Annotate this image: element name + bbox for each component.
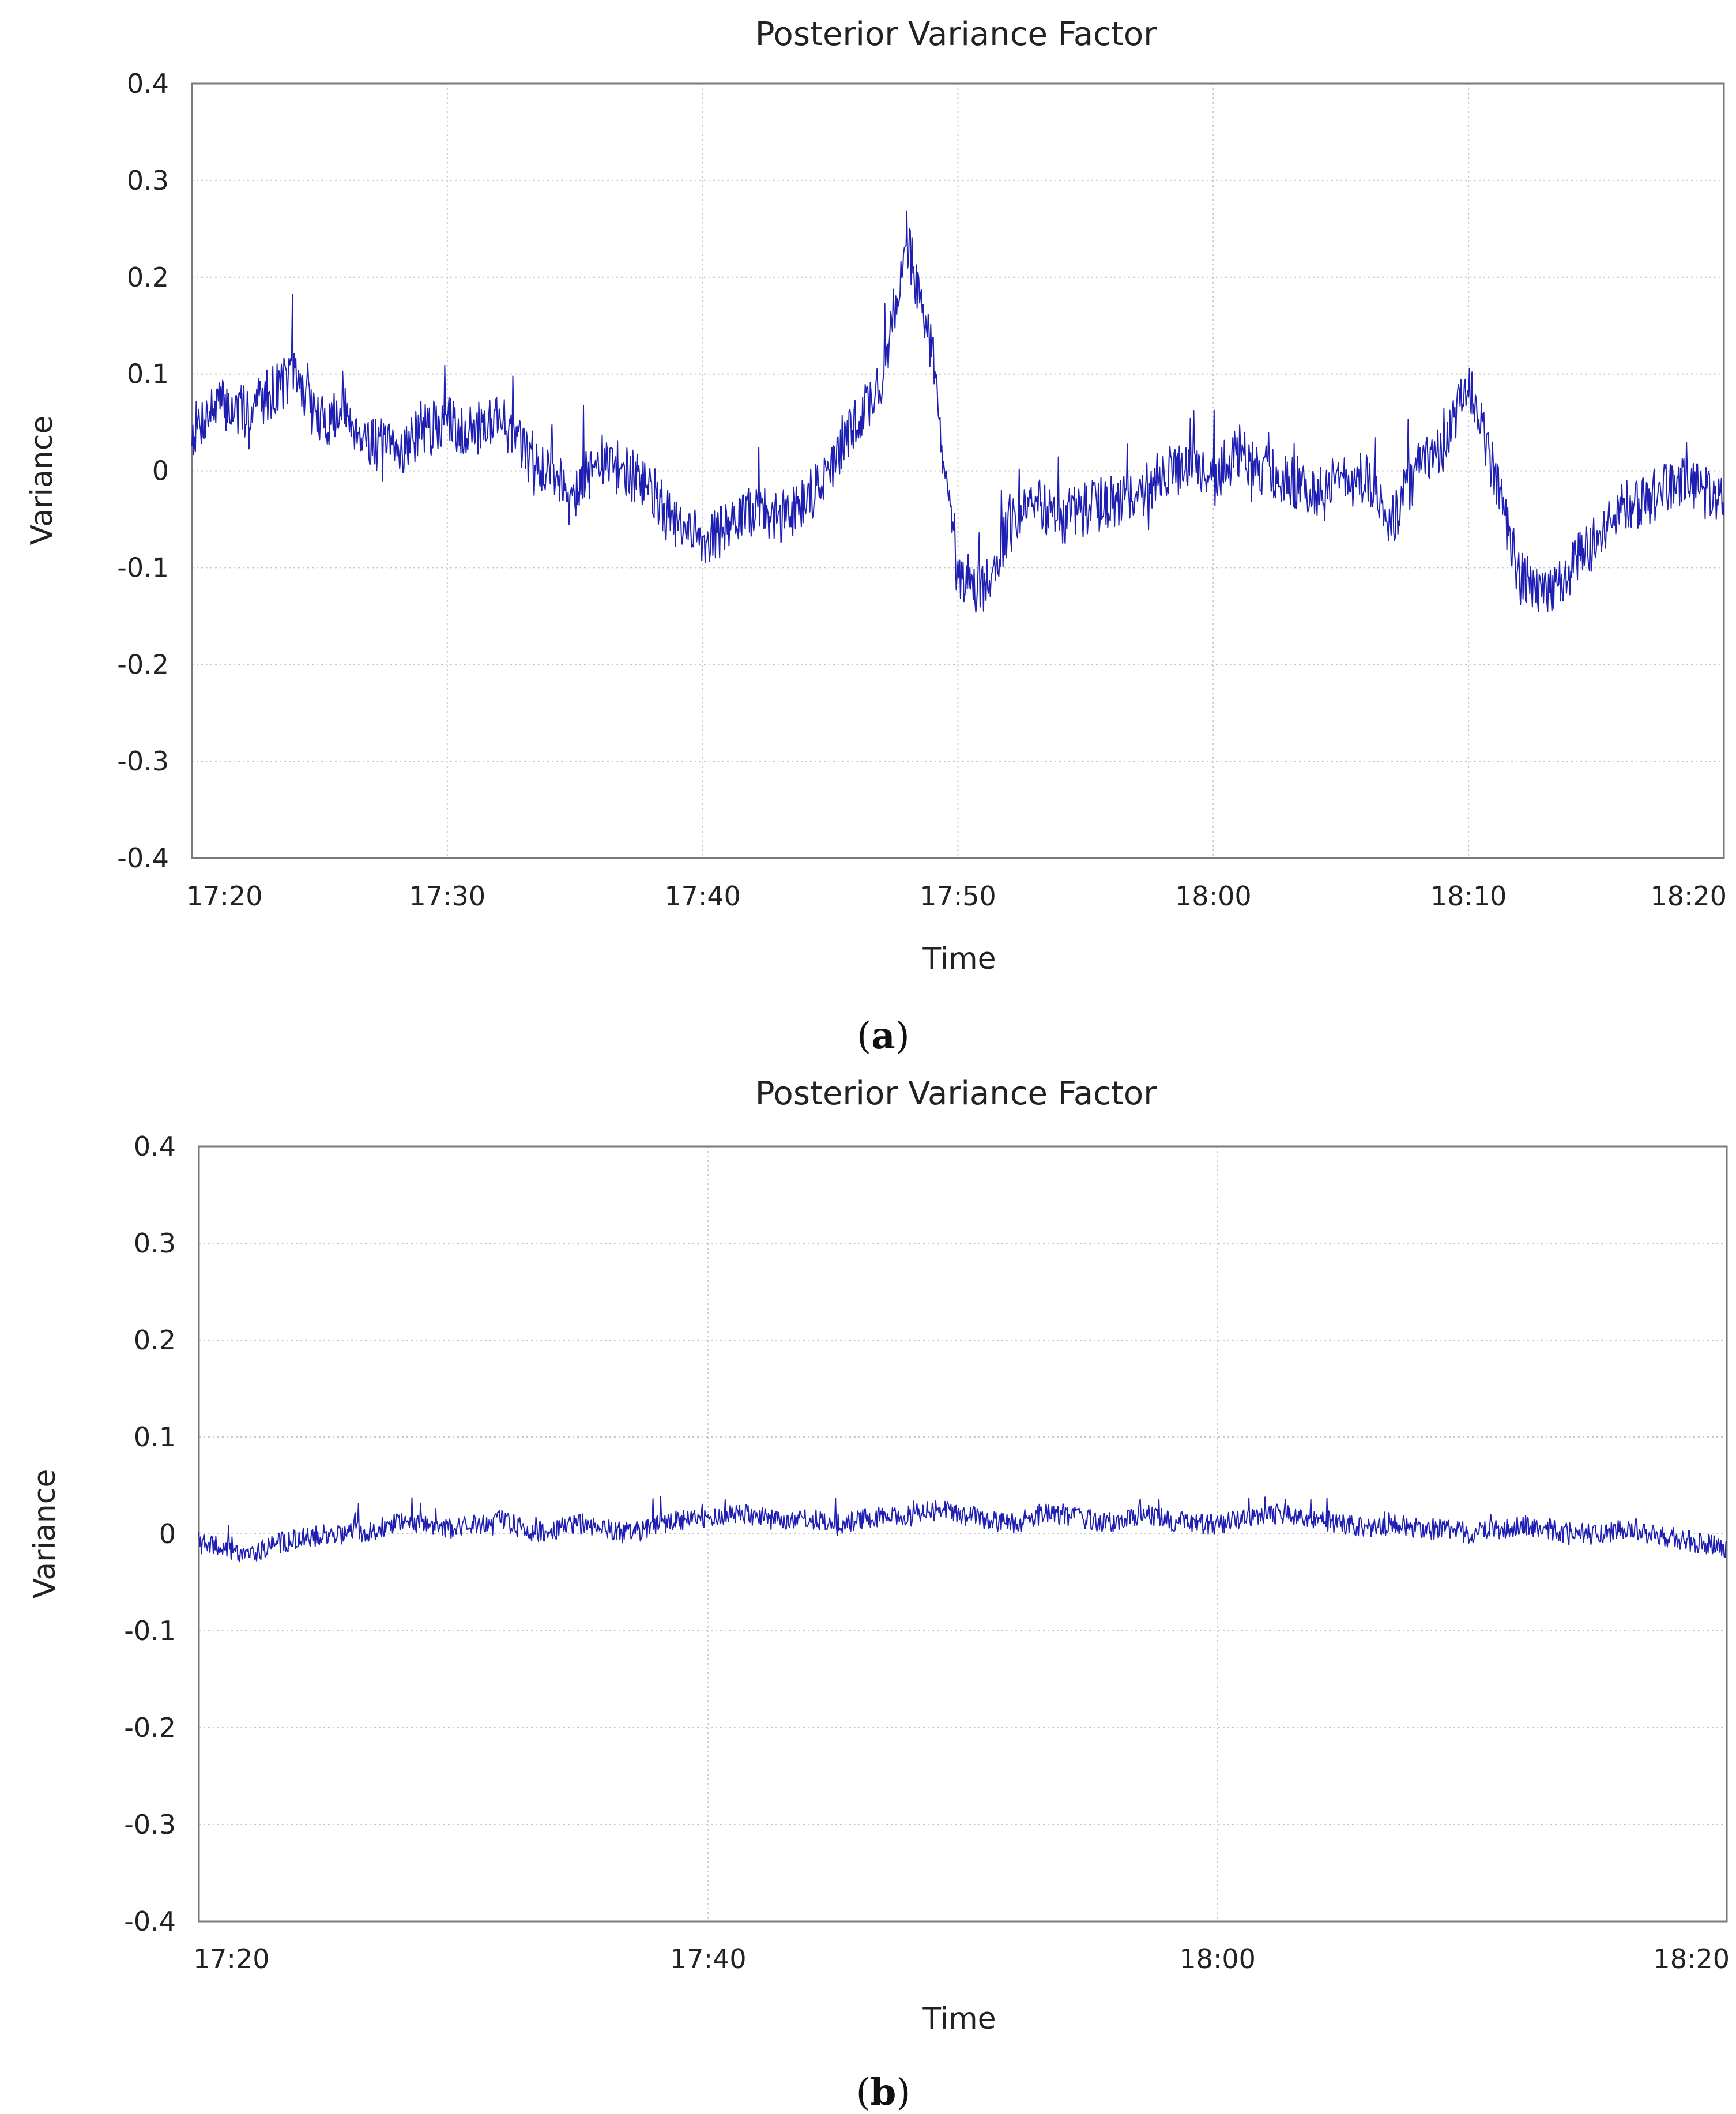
chart-a-y-tick: 0.1 bbox=[127, 359, 169, 390]
chart-a-x-tick: 17:40 bbox=[664, 881, 741, 912]
chart-b-y-tick: -0.1 bbox=[124, 1615, 176, 1646]
chart-b-series-line bbox=[198, 1495, 1727, 1563]
chart-b-y-tick: -0.3 bbox=[124, 1809, 176, 1840]
chart-b-x-tick: 18:00 bbox=[1179, 1943, 1256, 1974]
chart-a-x-tick: 17:30 bbox=[409, 881, 486, 912]
chart-a-caption: (a) bbox=[857, 1014, 909, 1058]
chart-a-y-tick: 0.2 bbox=[127, 262, 169, 293]
chart-a-y-axis-label: Variance bbox=[25, 416, 59, 546]
chart-a-y-tick: 0.4 bbox=[127, 68, 169, 99]
chart-b-y-tick: 0.1 bbox=[134, 1421, 176, 1453]
chart-b-x-tick: 18:20 bbox=[1653, 1943, 1730, 1974]
chart-b-y-tick: 0.2 bbox=[134, 1325, 176, 1356]
chart-b-x-tick: 17:40 bbox=[670, 1943, 747, 1974]
chart-a-x-tick: 17:20 bbox=[186, 881, 263, 912]
chart-a-title: Posterior Variance Factor bbox=[755, 16, 1157, 53]
chart-b-caption: (b) bbox=[856, 2071, 911, 2114]
chart-a-x-tick: 18:20 bbox=[1650, 881, 1727, 912]
chart-b-y-tick-labels: 0.4 0.3 0.2 0.1 0 -0.1 -0.2 -0.3 -0.4 bbox=[124, 1131, 176, 1937]
chart-b-x-axis-label: Time bbox=[922, 2002, 996, 2036]
chart-a-x-tick-labels: 17:20 17:30 17:40 17:50 18:00 18:10 18:2… bbox=[186, 881, 1727, 912]
chart-a-series-line bbox=[191, 210, 1724, 613]
chart-a-y-tick: -0.2 bbox=[117, 649, 169, 680]
chart-a-caption-letter: a bbox=[871, 1014, 895, 1058]
chart-b-y-tick: -0.2 bbox=[124, 1712, 176, 1743]
chart-b-x-tick-labels: 17:20 17:40 18:00 18:20 bbox=[193, 1943, 1730, 1974]
chart-a-y-tick: -0.3 bbox=[117, 746, 169, 777]
chart-b-caption-letter: b bbox=[871, 2071, 897, 2114]
chart-b-y-tick: 0.4 bbox=[134, 1131, 176, 1162]
chart-b-title: Posterior Variance Factor bbox=[755, 1075, 1157, 1112]
chart-a-y-tick: -0.4 bbox=[117, 842, 169, 874]
chart-a: Posterior Variance Factor 0.4 0.3 0.2 0.… bbox=[25, 16, 1727, 1058]
chart-a-y-tick-labels: 0.4 0.3 0.2 0.1 0 -0.1 -0.2 -0.3 -0.4 bbox=[117, 68, 169, 874]
chart-a-y-tick: -0.1 bbox=[117, 552, 169, 583]
chart-a-x-tick: 17:50 bbox=[920, 881, 996, 912]
chart-b-x-tick: 17:20 bbox=[193, 1943, 270, 1974]
chart-a-x-tick: 18:00 bbox=[1175, 881, 1252, 912]
chart-a-x-axis-label: Time bbox=[922, 942, 996, 976]
chart-b-y-tick: -0.4 bbox=[124, 1906, 176, 1937]
chart-a-frame bbox=[191, 82, 1725, 859]
chart-b-y-tick: 0.3 bbox=[134, 1228, 176, 1259]
chart-a-y-tick: 0.3 bbox=[127, 165, 169, 196]
chart-b-y-tick: 0 bbox=[159, 1518, 176, 1549]
chart-b-y-axis-label: Variance bbox=[28, 1469, 62, 1599]
chart-a-x-tick: 18:10 bbox=[1430, 881, 1507, 912]
chart-b: Posterior Variance Factor 0.4 0.3 0.2 0.… bbox=[28, 1075, 1730, 2114]
chart-a-y-tick: 0 bbox=[152, 456, 169, 487]
